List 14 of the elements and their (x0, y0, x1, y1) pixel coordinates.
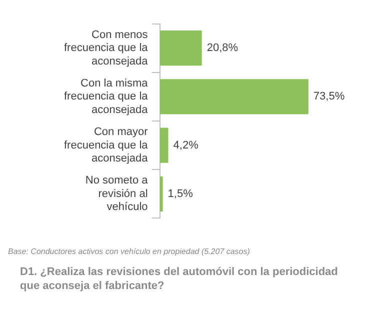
data-label: 4,2% (173, 139, 199, 152)
text: Base: Conductores activos con vehículo en propiedad (5.207 casos) (8, 247, 250, 256)
bar (160, 30, 202, 66)
y-tick-label: No someto a revisión al vehículo (85, 174, 149, 214)
bar (160, 128, 168, 163)
data-label: 20,8% (206, 42, 238, 54)
y-tick-label: Con la misma frecuencia que la aconsejada (64, 78, 149, 116)
bar (160, 79, 308, 114)
text: D1. ¿Realiza las revisiones del automóvil con la periodicidad que aconseja el fabricante? (20, 265, 339, 293)
y-tick-label: Con menos frecuencia que la aconsejada (64, 28, 149, 68)
data-label: 73,5% (313, 90, 345, 103)
bar (160, 176, 163, 212)
y-tick-label: Con mayor frecuencia que la aconsejada (64, 126, 149, 165)
data-label: 1,5% (168, 188, 194, 200)
